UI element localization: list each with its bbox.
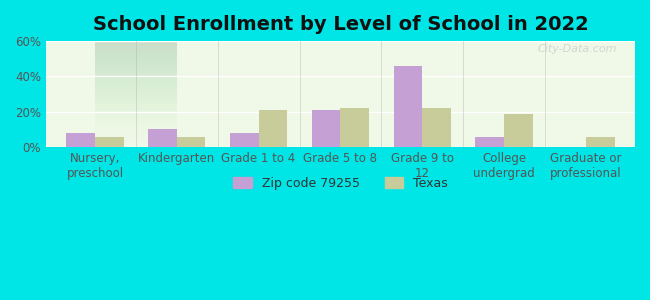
Bar <box>504 114 533 147</box>
Legend: Zip code 79255, Texas: Zip code 79255, Texas <box>227 170 454 196</box>
Bar <box>475 136 504 147</box>
Bar <box>422 108 451 147</box>
Title: School Enrollment by Level of School in 2022: School Enrollment by Level of School in … <box>92 15 588 34</box>
Bar <box>586 136 614 147</box>
Bar <box>394 66 422 147</box>
Bar <box>177 136 205 147</box>
Bar <box>148 130 177 147</box>
Bar <box>230 133 259 147</box>
Bar <box>95 136 124 147</box>
Bar <box>312 110 341 147</box>
Bar <box>66 133 95 147</box>
Text: City-Data.com: City-Data.com <box>538 44 618 54</box>
Bar <box>259 110 287 147</box>
Bar <box>341 108 369 147</box>
